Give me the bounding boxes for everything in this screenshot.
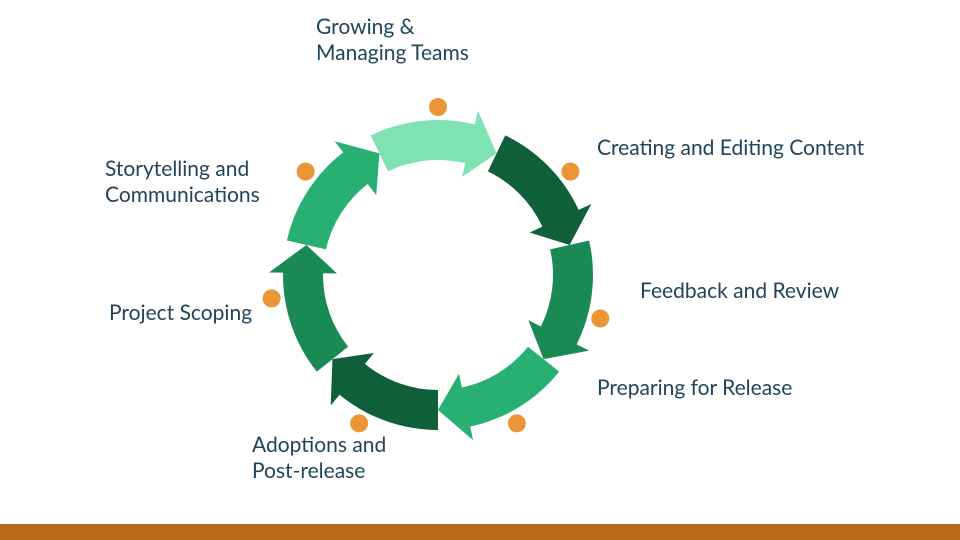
label-scoping: Project Scoping — [109, 300, 252, 326]
label-preparing: Preparing for Release — [597, 375, 792, 401]
ring-segment-2 — [528, 241, 593, 360]
ring-segment-5 — [269, 245, 348, 372]
cycle-ring — [0, 0, 960, 540]
ring-segment-0 — [371, 111, 497, 177]
marker-dot-scoping — [263, 289, 281, 307]
label-adoptions: Adoptions and Post-release — [252, 432, 386, 485]
marker-dot-feedback — [591, 309, 609, 327]
label-story: Storytelling and Communications — [105, 156, 260, 209]
marker-dot-story — [297, 163, 315, 181]
footer-accent-bar — [0, 524, 960, 540]
marker-dot-growing — [429, 98, 447, 116]
marker-dot-adoptions — [350, 414, 368, 432]
label-feedback: Feedback and Review — [640, 278, 839, 304]
label-creating: Creating and Editing Content — [597, 135, 864, 161]
marker-dot-preparing — [508, 414, 526, 432]
marker-dot-creating — [561, 163, 579, 181]
ring-segment-1 — [488, 135, 591, 245]
ring-segment-6 — [287, 141, 380, 249]
ring-segment-3 — [438, 347, 559, 441]
diagram-stage: Growing & Managing Teams Creating and Ed… — [0, 0, 960, 540]
ring-segment-4 — [331, 353, 438, 430]
label-growing: Growing & Managing Teams — [316, 14, 469, 67]
